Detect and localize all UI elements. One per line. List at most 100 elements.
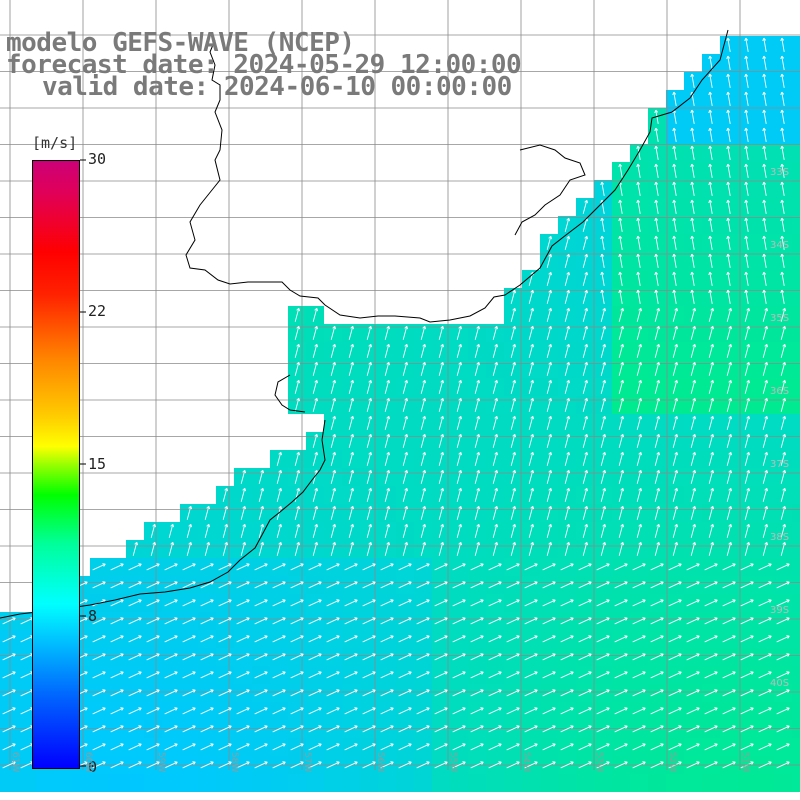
wind-arrow <box>546 271 553 286</box>
wind-arrow <box>758 653 772 661</box>
wind-arrow <box>510 361 517 376</box>
speed-cell <box>126 774 144 792</box>
wind-arrow <box>456 325 463 340</box>
wind-arrow <box>272 581 286 589</box>
wind-arrow <box>2 671 16 679</box>
wind-arrow <box>672 433 679 448</box>
wind-arrow <box>488 689 502 697</box>
wind-arrow <box>668 653 682 661</box>
wind-arrow <box>488 617 502 625</box>
wind-arrow <box>780 487 787 502</box>
wind-arrow <box>146 617 160 625</box>
wind-arrow <box>632 761 646 769</box>
wind-arrow <box>510 415 517 430</box>
wind-arrow <box>708 199 713 214</box>
wind-arrow <box>492 433 499 448</box>
speed-cell <box>558 774 576 792</box>
wind-arrow <box>254 563 268 571</box>
wind-arrow <box>762 487 769 502</box>
wind-arrow <box>222 505 229 520</box>
latitude-label: 36S <box>770 386 790 397</box>
wind-arrow <box>582 307 589 322</box>
wind-arrow <box>726 325 733 340</box>
wind-arrow <box>506 635 520 643</box>
wind-arrow <box>564 415 571 430</box>
speed-cell <box>234 774 252 792</box>
wind-arrow <box>722 761 736 769</box>
wind-arrow <box>542 725 556 733</box>
wind-arrow <box>614 563 628 571</box>
wind-arrow <box>708 397 715 412</box>
wind-arrow <box>326 671 340 679</box>
wind-arrow <box>668 761 682 769</box>
wind-arrow <box>366 433 373 448</box>
longitude-label: 59W <box>156 752 166 773</box>
wind-arrow <box>650 761 664 769</box>
wind-arrow <box>312 361 319 376</box>
wind-arrow <box>650 689 664 697</box>
wind-arrow <box>528 523 535 538</box>
wind-arrow <box>92 725 106 733</box>
speed-cell <box>792 648 800 666</box>
longitude-label: 52W <box>667 752 677 773</box>
wind-arrow <box>204 541 211 556</box>
speed-cell <box>702 774 720 792</box>
wind-arrow <box>582 379 589 394</box>
wind-arrow <box>218 617 232 625</box>
wind-arrow <box>672 217 677 232</box>
wind-arrow <box>330 397 337 412</box>
wind-arrow <box>654 253 659 268</box>
wind-arrow <box>312 541 319 556</box>
wind-arrow <box>744 505 751 520</box>
wind-arrow <box>614 653 628 661</box>
speed-cell <box>792 684 800 702</box>
wind-arrow <box>668 743 682 751</box>
wind-arrow <box>776 761 790 769</box>
wind-arrow <box>384 415 391 430</box>
wind-arrow <box>146 581 160 589</box>
wind-arrow <box>510 523 517 538</box>
wind-arrow <box>236 761 250 769</box>
wind-arrow <box>560 563 574 571</box>
wind-arrow <box>416 743 430 751</box>
speed-cell <box>450 774 468 792</box>
wind-arrow <box>110 707 124 715</box>
wind-arrow <box>182 635 196 643</box>
wind-arrow <box>596 581 610 589</box>
wind-arrow <box>128 743 142 751</box>
wind-arrow <box>690 523 697 538</box>
wind-arrow <box>384 469 391 484</box>
wind-arrow <box>564 541 571 556</box>
wind-arrow <box>92 761 106 769</box>
wind-arrow <box>740 581 754 589</box>
wind-arrow <box>600 469 607 484</box>
wind-arrow <box>654 145 659 160</box>
wind-arrow <box>762 37 767 52</box>
wind-arrow <box>758 761 772 769</box>
wind-arrow <box>164 725 178 733</box>
wind-arrow <box>384 541 391 556</box>
speed-cell <box>792 594 800 612</box>
speed-cell <box>792 630 800 648</box>
wind-arrow <box>380 599 394 607</box>
wind-arrow <box>434 707 448 715</box>
wind-arrow <box>618 343 625 358</box>
wind-arrow <box>780 397 787 412</box>
wind-arrow <box>240 505 247 520</box>
wind-arrow <box>488 581 502 589</box>
wind-arrow <box>636 163 641 178</box>
wind-arrow <box>578 725 592 733</box>
wind-arrow <box>272 707 286 715</box>
wind-arrow <box>506 617 520 625</box>
wind-arrow <box>726 271 731 286</box>
speed-cell <box>792 180 800 198</box>
wind-arrow <box>546 505 553 520</box>
wind-arrow <box>506 599 520 607</box>
speed-cell <box>792 414 800 432</box>
wind-arrow <box>164 689 178 697</box>
wind-arrow <box>758 635 772 643</box>
wind-arrow <box>690 181 695 196</box>
wind-arrow <box>740 743 754 751</box>
wind-arrow <box>330 433 337 448</box>
wind-arrow <box>564 307 571 322</box>
